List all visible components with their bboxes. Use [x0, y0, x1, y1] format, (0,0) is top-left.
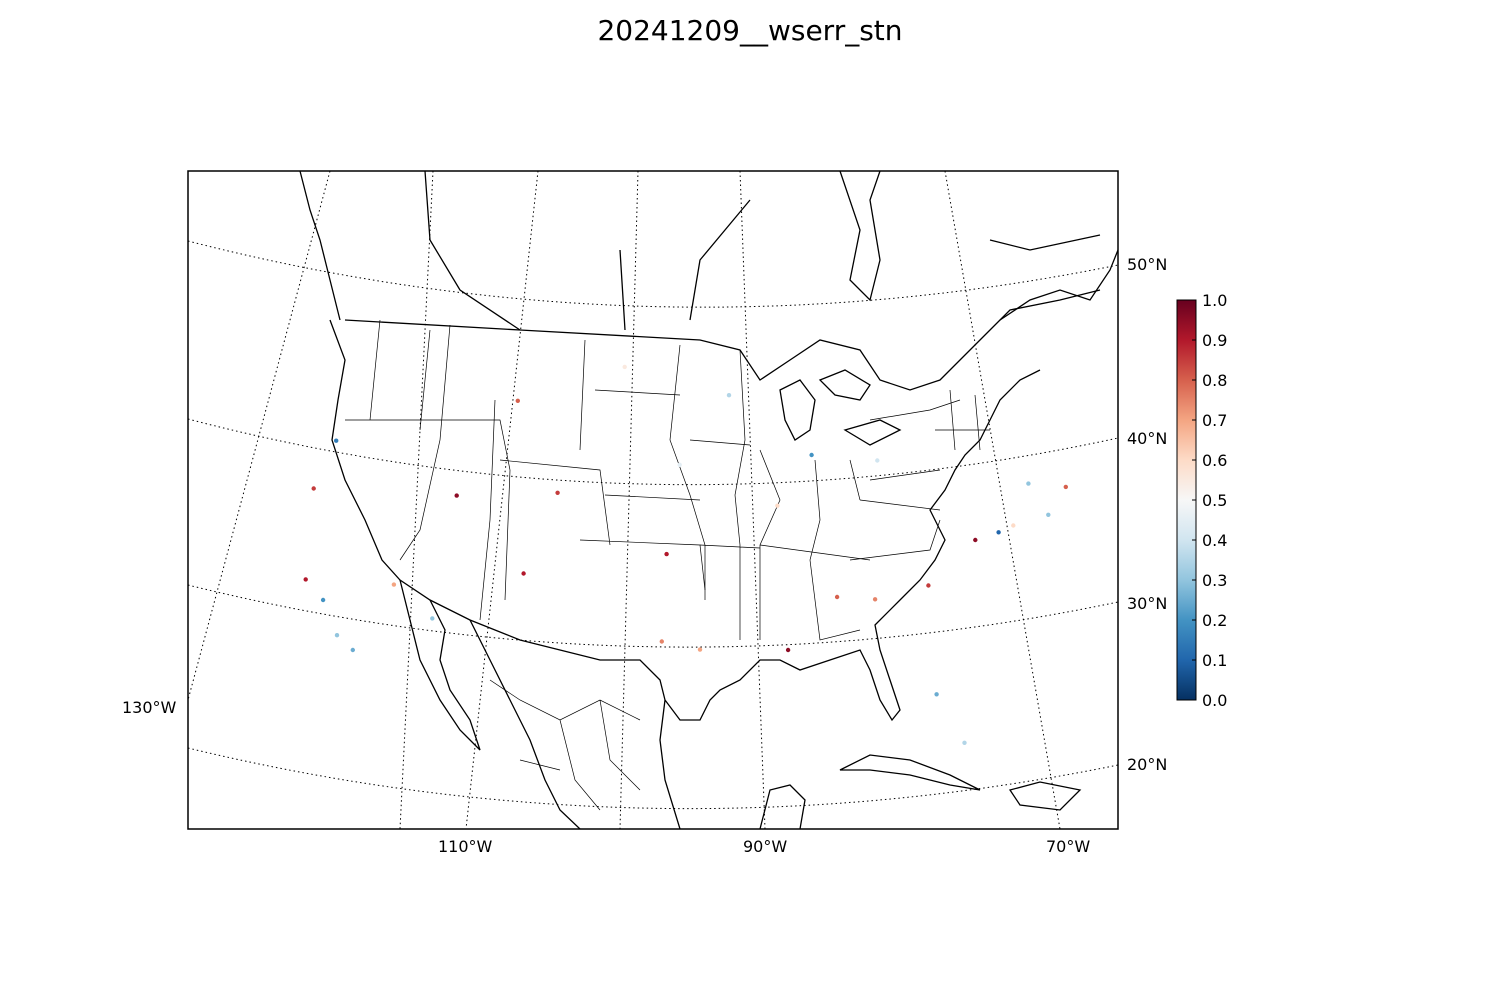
station-point: [809, 452, 814, 458]
station-point: [1046, 512, 1051, 517]
station-point: [872, 597, 878, 602]
baja-coastline: [399, 579, 481, 751]
colorbar-tick-label: 0.6: [1202, 451, 1227, 470]
colorbar-tick-label: 0.5: [1202, 491, 1227, 510]
station-point: [391, 582, 397, 587]
colorbar-tick-label: 0.1: [1202, 651, 1227, 670]
canada-coast-east: [999, 249, 1118, 321]
parallels: [188, 240, 1118, 810]
parallel-30n: [188, 584, 1118, 648]
hispaniola: [1008, 781, 1082, 811]
map-background: [188, 171, 1118, 829]
colorbar-tick-label: 0.7: [1202, 411, 1227, 430]
meridian-label-130w: 130°W: [122, 698, 177, 717]
station-point: [926, 583, 931, 588]
us-coastline: [329, 319, 1041, 722]
station-point: [521, 571, 526, 576]
station-point: [1011, 523, 1016, 528]
meridian-90w: [739, 171, 766, 829]
parallel-20n: [188, 747, 1118, 810]
parallel-40n: [188, 418, 1118, 486]
hudson-bay: [839, 171, 881, 302]
station-point: [934, 692, 939, 697]
station-point: [320, 597, 326, 603]
colorbar-tick-label: 0.3: [1202, 571, 1227, 590]
station-point: [775, 503, 780, 508]
state-lines-central: [669, 344, 871, 641]
meridian-100w: [619, 171, 639, 829]
parallel-50n: [188, 240, 1118, 308]
meridian-label-90w: 90°W: [743, 837, 787, 856]
meridians: [188, 171, 1061, 829]
station-point: [1026, 481, 1031, 486]
station-point: [785, 647, 791, 653]
station-point: [875, 458, 880, 463]
pacific-nw-coast: [299, 171, 341, 321]
colorbar-tick-label: 0.0: [1202, 691, 1227, 710]
station-point: [311, 486, 316, 491]
colorbar-ticks: 1.0 0.9 0.8 0.7 0.6 0.5 0.4 0.3 0.2 0.1 0.0: [1192, 291, 1227, 710]
station-point: [659, 639, 664, 644]
colorbar: 1.0 0.9 0.8 0.7 0.6 0.5 0.4 0.3 0.2 0.1 0.0: [1176, 291, 1227, 710]
station-point: [664, 551, 669, 557]
state-lines-east: [849, 389, 990, 561]
meridian-label-70w: 70°W: [1046, 837, 1090, 856]
parallel-label-30n: 30°N: [1127, 594, 1167, 613]
station-point: [334, 633, 340, 638]
canada-inner-border: [424, 171, 1101, 331]
station-point: [555, 490, 560, 495]
yucatan: [759, 784, 806, 829]
colorbar-tick-label: 0.8: [1202, 371, 1227, 390]
station-point: [515, 398, 520, 403]
mexico-states: [489, 679, 641, 811]
state-borders: [345, 319, 990, 811]
meridian-120w: [399, 171, 434, 829]
coastlines: [299, 171, 1118, 829]
station-point: [430, 616, 435, 621]
parallel-label-40n: 40°N: [1127, 429, 1167, 448]
colorbar-tick-label: 0.2: [1202, 611, 1227, 630]
cuba: [839, 754, 981, 791]
station-markers: [303, 364, 1069, 745]
parallel-label-20n: 20°N: [1127, 755, 1167, 774]
station-point: [334, 438, 339, 443]
parallel-label-50n: 50°N: [1127, 255, 1167, 274]
station-point: [622, 364, 627, 370]
station-point: [697, 647, 703, 652]
station-point: [303, 577, 308, 582]
great-lakes: [779, 369, 902, 446]
station-point: [350, 647, 355, 653]
station-point: [1063, 484, 1069, 490]
station-point: [996, 530, 1001, 535]
colorbar-tick-label: 0.9: [1202, 331, 1227, 350]
map-frame: [187, 170, 1119, 830]
colorbar-tick-label: 1.0: [1202, 291, 1227, 310]
station-point: [973, 537, 978, 543]
mexico-coastline: [469, 619, 681, 829]
map-title: 20241209__wserr_stn: [597, 14, 903, 47]
meridian-label-110w: 110°W: [438, 837, 493, 856]
state-lines-west: [345, 319, 706, 621]
station-point: [962, 740, 967, 745]
meridian-130w: [188, 171, 331, 701]
station-point: [726, 393, 732, 398]
station-point: [454, 493, 459, 498]
meridian-80w: [944, 171, 1061, 829]
station-point: [834, 594, 840, 600]
station-point: [677, 462, 682, 467]
colorbar-tick-label: 0.4: [1202, 531, 1227, 550]
